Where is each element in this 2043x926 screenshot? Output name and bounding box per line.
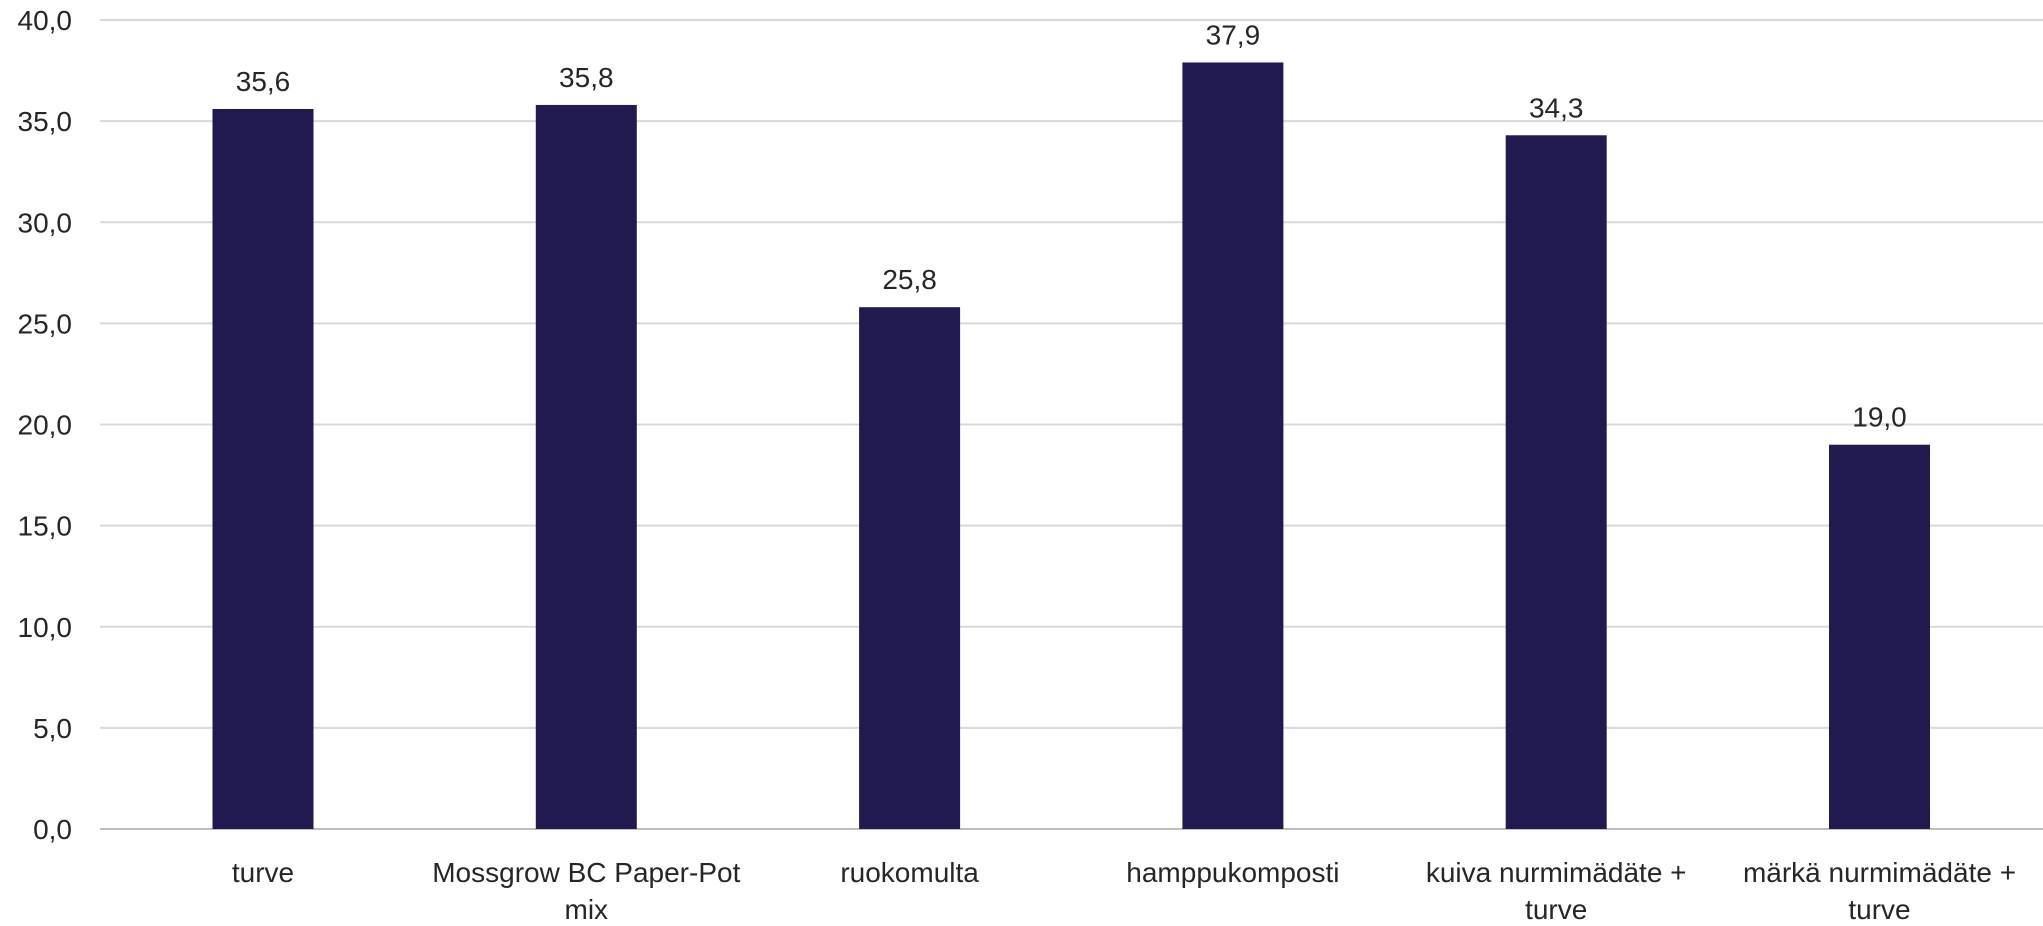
grid-layer xyxy=(100,19,2043,830)
category-label: turve xyxy=(232,857,294,888)
y-tick-label: 20,0 xyxy=(18,410,73,441)
category-label: märkä nurmimädäte + xyxy=(1743,857,2016,888)
bar xyxy=(1505,135,1607,830)
data-label: 35,8 xyxy=(559,62,614,93)
bar xyxy=(1182,62,1284,830)
category-label: turve xyxy=(1525,894,1587,925)
category-label: kuiva nurmimädäte + xyxy=(1426,857,1687,888)
data-label: 35,6 xyxy=(236,66,291,97)
data-label: 37,9 xyxy=(1206,19,1261,50)
data-label: 19,0 xyxy=(1852,402,1907,433)
bar xyxy=(859,307,961,829)
category-label: ruokomulta xyxy=(840,857,979,888)
bar xyxy=(212,108,314,830)
bars xyxy=(212,62,1930,830)
y-tick-label: 10,0 xyxy=(18,612,73,643)
y-tick-label: 40,0 xyxy=(18,5,73,36)
data-label: 34,3 xyxy=(1529,92,1584,123)
bar xyxy=(535,104,637,829)
y-tick-label: 5,0 xyxy=(33,713,72,744)
y-tick-label: 15,0 xyxy=(18,511,73,542)
category-label: Mossgrow BC Paper-Pot xyxy=(432,857,740,888)
data-label: 25,8 xyxy=(882,264,937,295)
y-tick-label: 25,0 xyxy=(18,308,73,339)
category-label: hamppukomposti xyxy=(1126,857,1339,888)
y-axis-tick-labels: 0,0 5,0 10,0 15,0 20,0 25,0 30,0 35,0 40,0 xyxy=(18,5,73,845)
y-tick-label: 0,0 xyxy=(33,814,72,845)
x-axis-category-labels: turve Mossgrow BC Paper-Pot mix ruokomulta h… xyxy=(232,857,2016,925)
data-labels: 35,6 35,8 25,8 37,9 34,3 19,0 xyxy=(236,19,1907,432)
bar xyxy=(1829,444,1930,829)
y-tick-label: 30,0 xyxy=(18,207,73,238)
category-label: mix xyxy=(565,894,609,925)
y-tick-label: 35,0 xyxy=(18,106,73,137)
category-label: turve xyxy=(1848,894,1910,925)
